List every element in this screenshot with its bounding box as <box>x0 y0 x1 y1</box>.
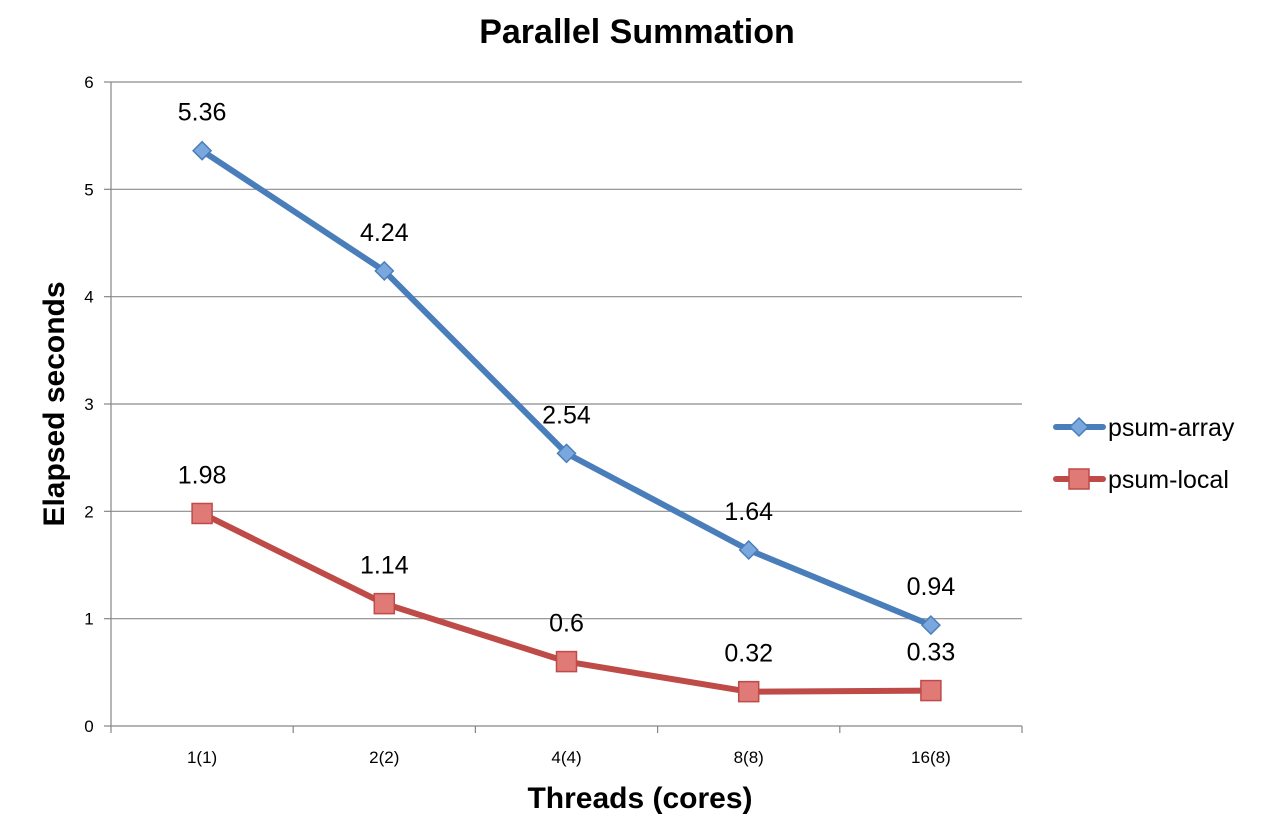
data-point <box>373 592 396 615</box>
y-tick-label: 5 <box>84 180 93 199</box>
legend-label: psum-local <box>1108 466 1229 494</box>
data-point <box>920 615 941 636</box>
legend-item: psum-array <box>1053 414 1235 442</box>
legend-marker <box>1068 416 1090 438</box>
data-point <box>192 140 213 161</box>
y-tick-label: 0 <box>84 717 93 736</box>
x-tick-label: 1(1) <box>187 748 217 767</box>
y-tick-label: 6 <box>84 73 93 92</box>
x-tick-label: 2(2) <box>369 748 399 767</box>
legend-marker <box>1068 468 1090 490</box>
data-label: 1.14 <box>360 552 409 580</box>
y-tick-label: 3 <box>84 395 93 414</box>
data-point <box>191 502 213 525</box>
series-psum-local <box>191 502 942 703</box>
data-point <box>374 260 395 281</box>
data-point <box>737 680 760 703</box>
y-tick-label: 1 <box>84 610 93 629</box>
data-label: 0.32 <box>724 640 773 668</box>
series-group <box>191 140 942 703</box>
series-psum-array <box>192 140 941 636</box>
data-point <box>555 650 578 673</box>
legend-label: psum-array <box>1108 414 1235 442</box>
data-label: 2.54 <box>542 401 591 429</box>
y-tick-label: 2 <box>84 502 93 521</box>
data-label: 5.36 <box>178 99 227 127</box>
y-tick-label: 4 <box>84 288 93 307</box>
x-tick-label: 16(8) <box>911 748 951 767</box>
data-label: 4.24 <box>360 219 409 247</box>
series-line <box>199 147 934 629</box>
axes: 0 1 2 3 4 5 6 1(1) 2(2) 4(4) 8(8) 16(8) <box>84 73 1023 767</box>
x-tick-label: 8(8) <box>734 748 764 767</box>
data-point <box>920 679 942 702</box>
data-label: 1.64 <box>724 498 773 526</box>
x-tick-label: 4(4) <box>551 748 581 767</box>
legend-item: psum-local <box>1053 466 1229 494</box>
data-point <box>556 443 577 464</box>
chart-title: Parallel Summation <box>479 13 795 51</box>
data-labels: 5.36 4.24 2.54 1.64 0.94 1.98 1.14 0.6 0.32 0.33 <box>178 99 956 668</box>
data-label: 0.94 <box>907 573 956 601</box>
data-label: 0.6 <box>549 610 584 638</box>
x-axis-title: Threads (cores) <box>527 782 752 815</box>
data-label: 0.33 <box>907 639 956 667</box>
data-point <box>738 539 759 561</box>
data-label: 1.98 <box>178 461 227 489</box>
legend: psum-array psum-local <box>1053 414 1235 494</box>
y-axis-title: Elapsed seconds <box>38 281 71 526</box>
